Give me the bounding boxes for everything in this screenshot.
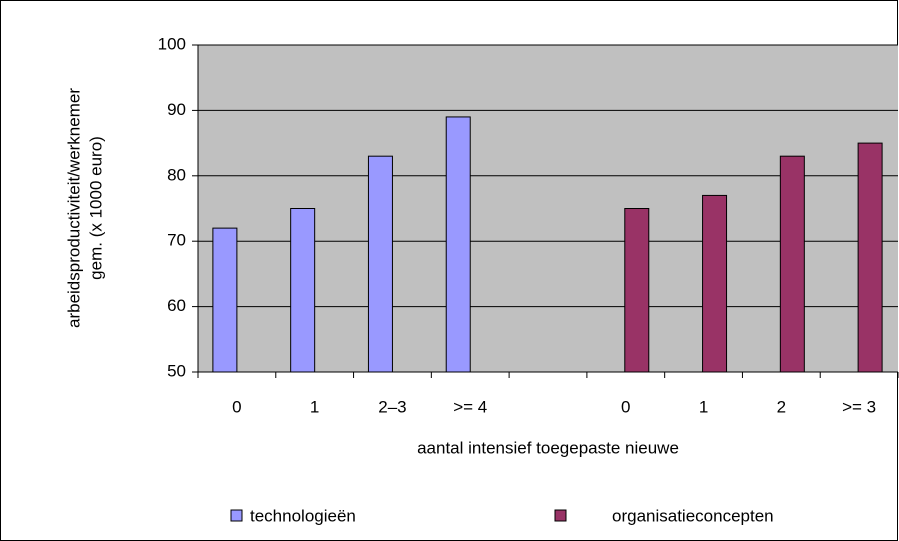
y-tick-label: 60 [167,296,186,315]
legend-swatch [554,509,567,522]
y-tick-label: 80 [167,165,186,184]
y-tick-label: 100 [158,34,186,53]
x-tick-label: >= 4 [453,397,487,416]
x-tick-label: >= 3 [842,397,876,416]
x-tick-label: 2–3 [378,397,406,416]
y-axis-label-line: arbeidsproductiviteit/werknemer [64,88,83,328]
x-tick-label: 1 [699,397,708,416]
x-tick-label: 0 [621,397,630,416]
y-tick-label: 50 [167,361,186,380]
y-tick-label: 70 [167,231,186,250]
bar [212,227,238,373]
bar [445,116,471,373]
y-axis-label: arbeidsproductiviteit/werknemer gem. (x … [64,88,105,328]
x-axis-label: aantal intensief toegepaste nieuwe [417,438,679,457]
bar [290,208,316,373]
legend-swatch [230,509,243,522]
legend-label: technologieën [250,506,356,525]
bar [702,194,728,373]
x-tick-label: 2 [777,397,786,416]
x-tick-label: 1 [310,397,319,416]
y-axis-label-line: gem. (x 1000 euro) [86,136,105,280]
y-tick-label: 90 [167,100,186,119]
bar [624,208,650,373]
x-tick-label: 0 [232,397,241,416]
bar [779,155,805,373]
bar [857,142,883,373]
bar [367,155,393,373]
legend-label: organisatieconcepten [612,506,774,525]
